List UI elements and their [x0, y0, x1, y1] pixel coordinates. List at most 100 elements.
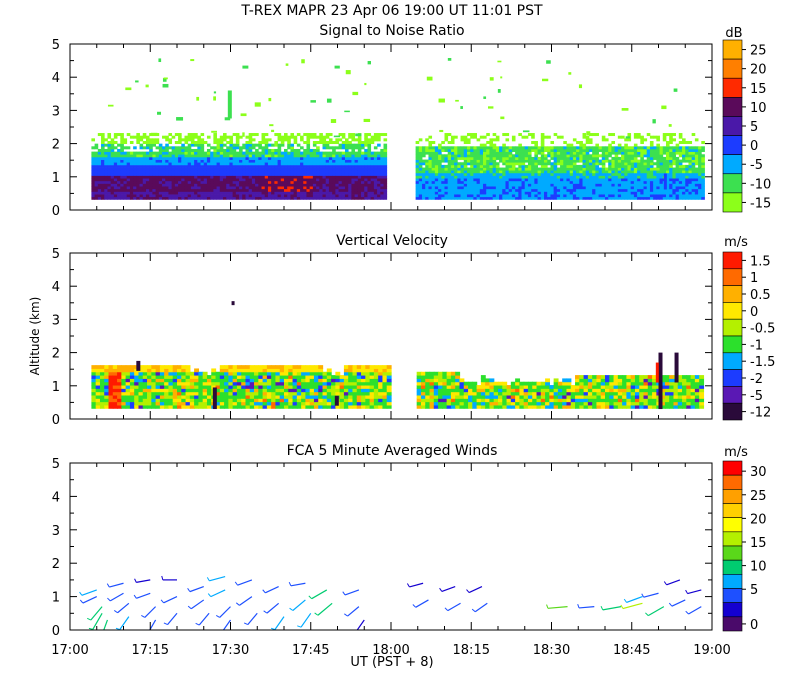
vv-cell [266, 391, 272, 396]
snr-cell [152, 159, 156, 163]
snr-cell [287, 135, 291, 139]
snr-cell [694, 148, 699, 152]
snr-cell [531, 146, 535, 150]
snr-cell [367, 148, 372, 152]
snr-cell [303, 188, 307, 192]
snr-cell [682, 194, 686, 198]
vv-cell [155, 381, 161, 386]
snr-cell [335, 154, 339, 158]
snr-cell [576, 180, 580, 184]
snr-cell [499, 159, 503, 163]
vv-cell [296, 388, 302, 393]
snr-cell [682, 170, 686, 174]
snr-cell [242, 132, 245, 137]
snr-cell [110, 180, 115, 184]
snr-cell [242, 186, 246, 190]
vv-cell [301, 378, 307, 383]
vv-cell [147, 375, 152, 379]
vv-cell [313, 381, 319, 386]
snr-cell [123, 170, 128, 174]
snr-cell [335, 146, 339, 150]
snr-cell [184, 183, 189, 187]
snr-cell [678, 191, 683, 195]
snr-cell [441, 191, 445, 195]
vv-cell [181, 385, 187, 389]
colorbar-label: -5 [750, 158, 763, 173]
snr-cell [91, 151, 95, 155]
snr-cell [428, 148, 433, 152]
vv-cell [138, 401, 144, 406]
snr-cell [303, 183, 307, 187]
snr-cell [251, 188, 256, 192]
snr-cell [531, 186, 535, 190]
snr-cell [290, 159, 295, 163]
snr-cell [357, 196, 362, 200]
snr-cell [155, 178, 160, 182]
snr-cell [296, 156, 301, 160]
snr-cell [277, 151, 282, 155]
snr-cell [556, 151, 561, 155]
snr-cell [377, 194, 381, 198]
snr-cell [656, 164, 660, 168]
snr-cell [470, 135, 474, 139]
snr-cell [544, 162, 548, 166]
snr-cell [203, 188, 208, 192]
snr-cell [312, 133, 317, 137]
snr-cell [165, 183, 169, 187]
snr-cell [633, 148, 638, 152]
snr-cell [630, 178, 635, 182]
snr-cell [675, 148, 680, 152]
snr-cell [284, 135, 288, 139]
snr-cell [460, 186, 465, 190]
snr-cell [463, 151, 468, 155]
snr-cell [361, 186, 365, 190]
snr-cell [248, 159, 253, 163]
snr-cell [239, 156, 243, 160]
vv-cell [206, 391, 212, 396]
snr-cell [640, 188, 644, 192]
snr-cell [569, 162, 574, 166]
vv-cell [198, 378, 204, 383]
snr-cell [335, 188, 339, 192]
vv-cell [198, 371, 204, 376]
snr-cell [210, 178, 214, 182]
vv-cell [262, 385, 268, 389]
snr-cell [499, 180, 503, 184]
snr-cell [373, 156, 378, 160]
snr-cell [502, 196, 506, 200]
snr-cell [502, 151, 506, 155]
snr-cell [643, 138, 648, 142]
vv-cell [266, 388, 272, 393]
snr-cell [675, 183, 680, 187]
vv-cell [335, 375, 341, 379]
snr-cell [235, 183, 240, 187]
vv-cell [172, 385, 178, 389]
vv-cell [236, 398, 242, 403]
snr-cell [255, 143, 259, 147]
snr-cell [229, 159, 234, 163]
snr-cell [659, 172, 664, 176]
snr-cell [197, 196, 201, 200]
vv-cell [382, 401, 388, 406]
snr-cell [155, 191, 160, 195]
vv-cell [117, 398, 122, 403]
snr-cell [328, 138, 333, 142]
snr-cell [486, 191, 490, 195]
snr-cell [489, 156, 494, 160]
vv-cell [108, 385, 114, 389]
snr-cell [460, 164, 465, 168]
snr-cell [495, 180, 500, 184]
snr-cell [168, 196, 173, 200]
snr-cell [290, 143, 295, 147]
snr-cell [129, 194, 134, 198]
snr-cell [248, 183, 253, 187]
snr-cell [271, 170, 275, 174]
snr-cell [617, 167, 622, 171]
snr-cell [219, 196, 224, 200]
snr-cell [316, 151, 320, 155]
snr-cell [418, 188, 423, 192]
snr-cell [104, 172, 108, 176]
snr-cell [264, 148, 269, 152]
snr-cell [486, 151, 490, 155]
snr-cell [377, 135, 381, 139]
